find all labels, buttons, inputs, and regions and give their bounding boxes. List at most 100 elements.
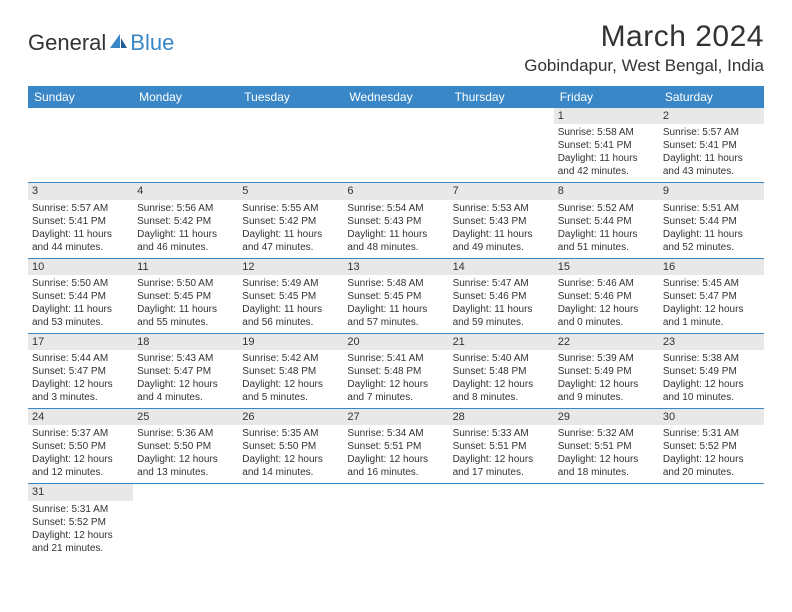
logo-text-2: Blue — [130, 30, 174, 56]
day-cell: 8Sunrise: 5:52 AMSunset: 5:44 PMDaylight… — [554, 183, 659, 257]
day-text: Sunrise: 5:44 AMSunset: 5:47 PMDaylight:… — [32, 352, 129, 404]
day-number: 23 — [659, 334, 764, 350]
day-line: and 0 minutes. — [558, 316, 655, 329]
week-row: 17Sunrise: 5:44 AMSunset: 5:47 PMDayligh… — [28, 334, 764, 409]
day-number: 28 — [449, 409, 554, 425]
day-line: and 13 minutes. — [137, 466, 234, 479]
day-text: Sunrise: 5:39 AMSunset: 5:49 PMDaylight:… — [558, 352, 655, 404]
day-line: Daylight: 11 hours — [137, 228, 234, 241]
day-text: Sunrise: 5:56 AMSunset: 5:42 PMDaylight:… — [137, 202, 234, 254]
day-text: Sunrise: 5:32 AMSunset: 5:51 PMDaylight:… — [558, 427, 655, 479]
day-line: Sunrise: 5:45 AM — [663, 277, 760, 290]
day-line: Sunrise: 5:31 AM — [663, 427, 760, 440]
day-line: Sunrise: 5:53 AM — [453, 202, 550, 215]
day-number: 18 — [133, 334, 238, 350]
day-line: and 17 minutes. — [453, 466, 550, 479]
day-number: 1 — [554, 108, 659, 124]
day-line: and 56 minutes. — [242, 316, 339, 329]
day-number: 7 — [449, 183, 554, 199]
day-line: Sunset: 5:47 PM — [663, 290, 760, 303]
day-text: Sunrise: 5:38 AMSunset: 5:49 PMDaylight:… — [663, 352, 760, 404]
day-text: Sunrise: 5:41 AMSunset: 5:48 PMDaylight:… — [347, 352, 444, 404]
day-line: Daylight: 12 hours — [663, 303, 760, 316]
day-line: Sunset: 5:49 PM — [663, 365, 760, 378]
day-text: Sunrise: 5:57 AMSunset: 5:41 PMDaylight:… — [663, 126, 760, 178]
day-line: and 53 minutes. — [32, 316, 129, 329]
day-cell: 1Sunrise: 5:58 AMSunset: 5:41 PMDaylight… — [554, 108, 659, 182]
day-line: Sunset: 5:50 PM — [242, 440, 339, 453]
day-cell: 29Sunrise: 5:32 AMSunset: 5:51 PMDayligh… — [554, 409, 659, 483]
day-line: Sunrise: 5:55 AM — [242, 202, 339, 215]
day-line: Sunrise: 5:40 AM — [453, 352, 550, 365]
day-line: and 21 minutes. — [32, 542, 129, 555]
week-row: 10 Sunrise: 5:50 AMSunset: 5:44 PMDayligh… — [28, 259, 764, 334]
day-line: Sunrise: 5:47 AM — [453, 277, 550, 290]
day-line: Sunset: 5:51 PM — [453, 440, 550, 453]
day-number: 12 — [238, 259, 343, 275]
day-text: Sunrise: 5:34 AMSunset: 5:51 PMDaylight:… — [347, 427, 444, 479]
day-line: and 9 minutes. — [558, 391, 655, 404]
day-text: Sunrise: 5:43 AMSunset: 5:47 PMDaylight:… — [137, 352, 234, 404]
day-line: Sunset: 5:45 PM — [242, 290, 339, 303]
day-line: Sunrise: 5:33 AM — [453, 427, 550, 440]
day-number: 27 — [343, 409, 448, 425]
day-line: Sunset: 5:46 PM — [558, 290, 655, 303]
day-cell: 25Sunrise: 5:36 AMSunset: 5:50 PMDayligh… — [133, 409, 238, 483]
dayheader: Friday — [554, 86, 659, 108]
dayheader: Sunday — [28, 86, 133, 108]
day-cell: 9Sunrise: 5:51 AMSunset: 5:44 PMDaylight… — [659, 183, 764, 257]
day-text: Sunrise: 5:50 AMSunset: 5:44 PMDaylight:… — [32, 277, 129, 329]
day-text: Sunrise: 5:31 AMSunset: 5:52 PMDaylight:… — [663, 427, 760, 479]
day-line: and 47 minutes. — [242, 241, 339, 254]
day-line: and 5 minutes. — [242, 391, 339, 404]
day-line: Daylight: 12 hours — [558, 453, 655, 466]
day-line: Sunset: 5:51 PM — [347, 440, 444, 453]
day-line: and 4 minutes. — [137, 391, 234, 404]
day-line: Sunset: 5:48 PM — [453, 365, 550, 378]
day-number: 21 — [449, 334, 554, 350]
day-line: Daylight: 11 hours — [347, 303, 444, 316]
day-text: Sunrise: 5:57 AMSunset: 5:41 PMDaylight:… — [32, 202, 129, 254]
day-line: and 52 minutes. — [663, 241, 760, 254]
day-number: 16 — [659, 259, 764, 275]
day-line: Sunset: 5:46 PM — [453, 290, 550, 303]
day-cell: 18 Sunrise: 5:43 AMSunset: 5:47 PMDayligh… — [133, 334, 238, 408]
day-line: Sunrise: 5:41 AM — [347, 352, 444, 365]
day-line: Sunrise: 5:50 AM — [32, 277, 129, 290]
week-row: 3Sunrise: 5:57 AMSunset: 5:41 PMDaylight… — [28, 183, 764, 258]
day-line: Sunset: 5:41 PM — [558, 139, 655, 152]
day-cell: 28Sunrise: 5:33 AMSunset: 5:51 PMDayligh… — [449, 409, 554, 483]
day-line: Daylight: 12 hours — [32, 453, 129, 466]
day-line: Daylight: 12 hours — [242, 378, 339, 391]
day-number: 4 — [133, 183, 238, 199]
day-line: Daylight: 12 hours — [32, 378, 129, 391]
day-line: and 8 minutes. — [453, 391, 550, 404]
day-cell: 17Sunrise: 5:44 AMSunset: 5:47 PMDayligh… — [28, 334, 133, 408]
day-line: Sunrise: 5:48 AM — [347, 277, 444, 290]
day-line: Daylight: 11 hours — [137, 303, 234, 316]
day-text: Sunrise: 5:31 AMSunset: 5:52 PMDaylight:… — [32, 503, 129, 555]
dayheader-row: SundayMondayTuesdayWednesdayThursdayFrid… — [28, 86, 764, 108]
day-cell: 3Sunrise: 5:57 AMSunset: 5:41 PMDaylight… — [28, 183, 133, 257]
day-line: Sunrise: 5:36 AM — [137, 427, 234, 440]
day-cell: 26Sunrise: 5:35 AMSunset: 5:50 PMDayligh… — [238, 409, 343, 483]
day-line: Sunset: 5:51 PM — [558, 440, 655, 453]
day-number: 8 — [554, 183, 659, 199]
day-number: 20 — [343, 334, 448, 350]
day-line: Sunrise: 5:35 AM — [242, 427, 339, 440]
day-line: and 3 minutes. — [32, 391, 129, 404]
day-cell — [343, 108, 448, 182]
day-text: Sunrise: 5:46 AMSunset: 5:46 PMDaylight:… — [558, 277, 655, 329]
day-line: Daylight: 12 hours — [347, 378, 444, 391]
day-cell: 10 Sunrise: 5:50 AMSunset: 5:44 PMDayligh… — [28, 259, 133, 333]
day-number: 10 — [28, 259, 133, 275]
day-line: Sunrise: 5:37 AM — [32, 427, 129, 440]
day-cell — [449, 484, 554, 558]
day-text: Sunrise: 5:36 AMSunset: 5:50 PMDaylight:… — [137, 427, 234, 479]
day-text: Sunrise: 5:55 AMSunset: 5:42 PMDaylight:… — [242, 202, 339, 254]
day-line: Sunrise: 5:57 AM — [663, 126, 760, 139]
day-text: Sunrise: 5:51 AMSunset: 5:44 PMDaylight:… — [663, 202, 760, 254]
day-line: Sunset: 5:44 PM — [663, 215, 760, 228]
day-line: Sunrise: 5:42 AM — [242, 352, 339, 365]
day-line: and 51 minutes. — [558, 241, 655, 254]
